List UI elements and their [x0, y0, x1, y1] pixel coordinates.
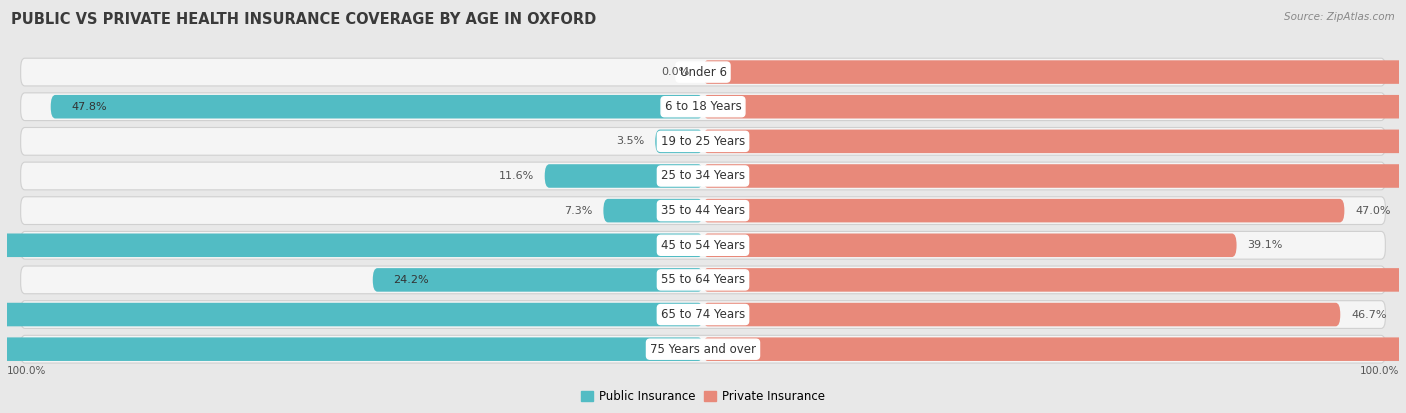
FancyBboxPatch shape	[703, 233, 1237, 257]
FancyBboxPatch shape	[544, 164, 703, 188]
Text: 75 Years and over: 75 Years and over	[650, 343, 756, 356]
Text: 3.5%: 3.5%	[616, 136, 644, 146]
Text: 65 to 74 Years: 65 to 74 Years	[661, 308, 745, 321]
FancyBboxPatch shape	[21, 128, 1385, 155]
FancyBboxPatch shape	[703, 164, 1406, 188]
FancyBboxPatch shape	[703, 95, 1406, 119]
FancyBboxPatch shape	[21, 162, 1385, 190]
Text: 100.0%: 100.0%	[7, 366, 46, 376]
Text: 46.7%: 46.7%	[1351, 310, 1386, 320]
FancyBboxPatch shape	[21, 335, 1385, 363]
FancyBboxPatch shape	[703, 268, 1406, 292]
FancyBboxPatch shape	[0, 233, 703, 257]
FancyBboxPatch shape	[21, 301, 1385, 328]
FancyBboxPatch shape	[373, 268, 703, 292]
Text: 100.0%: 100.0%	[1360, 366, 1399, 376]
Text: 47.8%: 47.8%	[72, 102, 107, 112]
Text: 11.6%: 11.6%	[499, 171, 534, 181]
Text: 39.1%: 39.1%	[1247, 240, 1282, 250]
Text: 47.0%: 47.0%	[1355, 206, 1391, 216]
Text: 6 to 18 Years: 6 to 18 Years	[665, 100, 741, 113]
FancyBboxPatch shape	[703, 303, 1340, 326]
FancyBboxPatch shape	[21, 93, 1385, 121]
FancyBboxPatch shape	[0, 303, 703, 326]
Text: Source: ZipAtlas.com: Source: ZipAtlas.com	[1284, 12, 1395, 22]
FancyBboxPatch shape	[703, 60, 1406, 84]
Text: 7.3%: 7.3%	[564, 206, 592, 216]
FancyBboxPatch shape	[603, 199, 703, 223]
FancyBboxPatch shape	[21, 58, 1385, 86]
Text: 19 to 25 Years: 19 to 25 Years	[661, 135, 745, 148]
Text: Under 6: Under 6	[679, 66, 727, 78]
FancyBboxPatch shape	[703, 130, 1406, 153]
FancyBboxPatch shape	[655, 130, 703, 153]
Text: 55 to 64 Years: 55 to 64 Years	[661, 273, 745, 286]
Text: 35 to 44 Years: 35 to 44 Years	[661, 204, 745, 217]
Text: 0.0%: 0.0%	[661, 67, 689, 77]
Text: 25 to 34 Years: 25 to 34 Years	[661, 169, 745, 183]
Text: 24.2%: 24.2%	[394, 275, 429, 285]
FancyBboxPatch shape	[0, 337, 703, 361]
Text: 45 to 54 Years: 45 to 54 Years	[661, 239, 745, 252]
FancyBboxPatch shape	[703, 199, 1344, 223]
FancyBboxPatch shape	[21, 197, 1385, 225]
Text: PUBLIC VS PRIVATE HEALTH INSURANCE COVERAGE BY AGE IN OXFORD: PUBLIC VS PRIVATE HEALTH INSURANCE COVER…	[11, 12, 596, 27]
FancyBboxPatch shape	[51, 95, 703, 119]
FancyBboxPatch shape	[703, 337, 1406, 361]
FancyBboxPatch shape	[21, 231, 1385, 259]
Legend: Public Insurance, Private Insurance: Public Insurance, Private Insurance	[576, 385, 830, 408]
FancyBboxPatch shape	[21, 266, 1385, 294]
